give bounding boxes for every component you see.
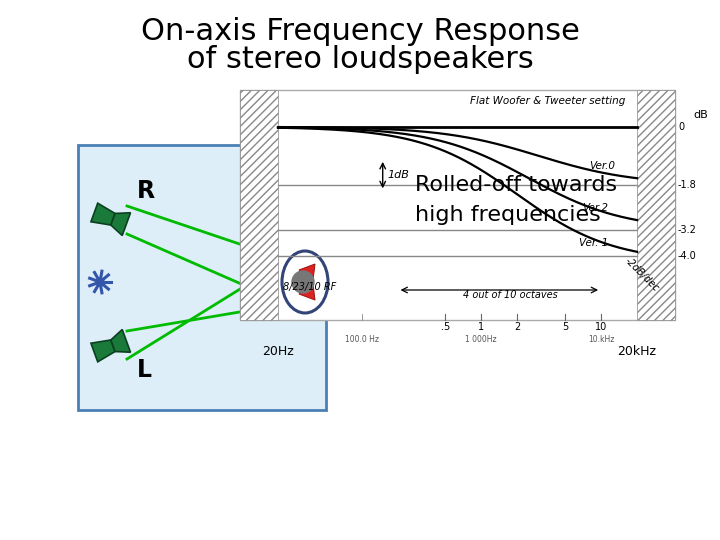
Text: 10: 10 [595, 322, 607, 332]
Text: L: L [137, 358, 152, 382]
Text: 1: 1 [478, 322, 485, 332]
Text: Ver. 1: Ver. 1 [579, 238, 608, 248]
Text: Ver.2: Ver.2 [582, 202, 608, 213]
Text: 100.0 Hz: 100.0 Hz [345, 335, 379, 344]
Polygon shape [91, 340, 115, 362]
Polygon shape [299, 284, 315, 300]
Text: -4.0: -4.0 [678, 251, 697, 261]
Text: -1.8: -1.8 [678, 180, 697, 190]
Text: .5: .5 [441, 322, 450, 332]
Bar [240, 90, 278, 320]
Text: 4 out of 10 octaves: 4 out of 10 octaves [463, 290, 557, 300]
Text: Rolled-off towards
high frequencies: Rolled-off towards high frequencies [415, 175, 617, 225]
Circle shape [292, 271, 314, 293]
Text: 8/23/10 RF: 8/23/10 RF [283, 282, 336, 292]
Text: 1 000Hz: 1 000Hz [466, 335, 497, 344]
Text: 20kHz: 20kHz [618, 345, 657, 358]
Text: 10.kHz: 10.kHz [588, 335, 614, 344]
Text: -3.2: -3.2 [678, 225, 697, 235]
Polygon shape [299, 264, 315, 280]
Text: 5: 5 [562, 322, 568, 332]
Text: -2dB/dec: -2dB/dec [623, 256, 661, 294]
Text: 0: 0 [678, 122, 684, 132]
Text: On-axis Frequency Response: On-axis Frequency Response [140, 17, 580, 46]
Text: 20Hz: 20Hz [262, 345, 294, 358]
Bar [637, 90, 675, 320]
Text: 2: 2 [514, 322, 521, 332]
Circle shape [96, 278, 104, 286]
Text: dB: dB [693, 110, 708, 120]
Text: 1dB: 1dB [387, 170, 410, 180]
Text: R: R [137, 179, 155, 203]
Text: Flat Woofer & Tweeter setting: Flat Woofer & Tweeter setting [469, 96, 625, 106]
Polygon shape [111, 329, 130, 352]
Text: Ver.0: Ver.0 [590, 161, 616, 171]
Bar [78, 145, 326, 410]
Polygon shape [111, 213, 130, 235]
Text: of stereo loudspeakers: of stereo loudspeakers [186, 45, 534, 75]
Polygon shape [91, 203, 115, 225]
Bar [240, 90, 675, 320]
